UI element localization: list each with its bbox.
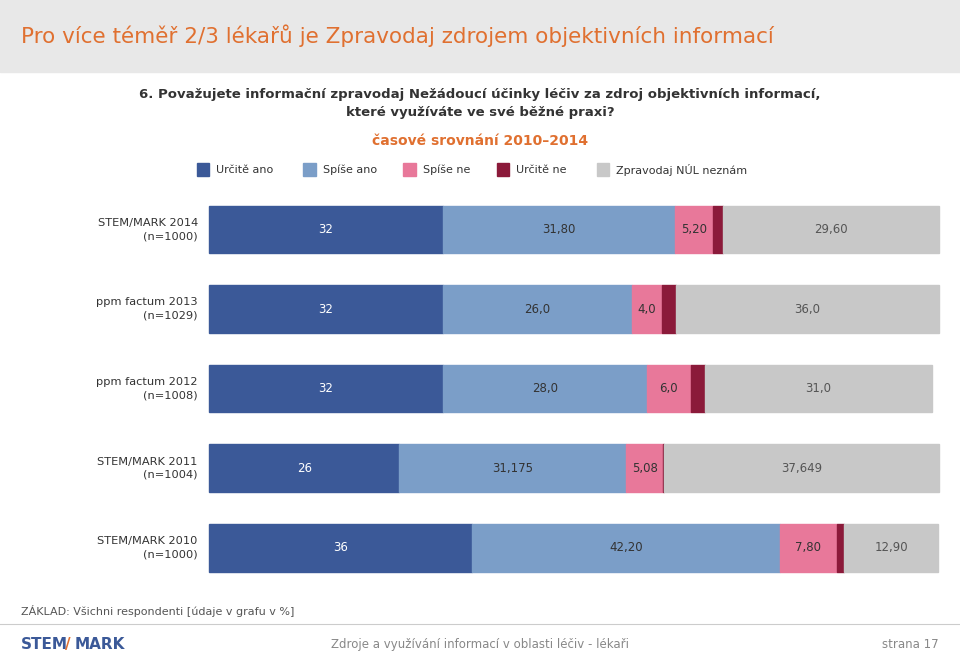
Text: ppm factum 2013
(n=1029): ppm factum 2013 (n=1029) <box>96 298 198 321</box>
Bar <box>664 444 939 492</box>
Text: 36: 36 <box>333 541 348 554</box>
Text: 7,80: 7,80 <box>795 541 822 554</box>
Bar <box>197 163 209 176</box>
Text: STEM/MARK 2014
(n=1000): STEM/MARK 2014 (n=1000) <box>98 218 198 241</box>
Text: Určitě ne: Určitě ne <box>516 165 566 175</box>
Text: 12,90: 12,90 <box>875 541 908 554</box>
Bar <box>403 163 416 176</box>
Bar <box>597 163 610 176</box>
Bar <box>712 206 723 254</box>
Text: 28,0: 28,0 <box>532 382 558 395</box>
Text: 6,0: 6,0 <box>660 382 679 395</box>
Bar <box>706 365 931 412</box>
Text: 4,0: 4,0 <box>637 302 657 316</box>
Text: 29,60: 29,60 <box>814 223 848 236</box>
Bar <box>209 206 443 254</box>
Bar <box>844 523 938 571</box>
Text: Pro více téměř 2/3 lékařů je Zpravodaj zdrojem objektivních informací: Pro více téměř 2/3 lékařů je Zpravodaj z… <box>21 25 774 47</box>
Bar <box>837 523 844 571</box>
Text: 5,20: 5,20 <box>681 223 707 236</box>
Bar <box>209 444 399 492</box>
Bar <box>443 365 647 412</box>
Text: STEM/MARK 2011
(n=1004): STEM/MARK 2011 (n=1004) <box>97 456 198 480</box>
Text: strana 17: strana 17 <box>882 637 939 651</box>
Text: ZÁKLAD: Všichni respondenti [údaje v grafu v %]: ZÁKLAD: Všichni respondenti [údaje v gra… <box>21 605 295 617</box>
Text: 32: 32 <box>319 382 333 395</box>
Bar <box>633 285 661 333</box>
Text: 26,0: 26,0 <box>524 302 551 316</box>
Text: STEM: STEM <box>21 637 68 651</box>
Bar <box>0 0 960 72</box>
Text: Spíše ne: Spíše ne <box>422 165 470 175</box>
Bar <box>497 163 510 176</box>
Text: 31,80: 31,80 <box>542 223 575 236</box>
Bar <box>691 365 706 412</box>
Text: 6. Považujete informační zpravodaj Nežádoucí účinky léčiv za zdroj objektivních : 6. Považujete informační zpravodaj Nežád… <box>139 88 821 119</box>
Text: Určitě ano: Určitě ano <box>216 165 274 175</box>
Text: 42,20: 42,20 <box>609 541 642 554</box>
Text: MARK: MARK <box>75 637 125 651</box>
Bar <box>647 365 691 412</box>
Bar <box>676 285 939 333</box>
Bar <box>303 163 316 176</box>
Text: 26: 26 <box>297 462 312 475</box>
Bar <box>443 285 633 333</box>
Bar <box>209 285 443 333</box>
Bar <box>661 285 676 333</box>
Bar <box>209 523 472 571</box>
Bar <box>675 206 712 254</box>
Bar <box>627 444 663 492</box>
Bar <box>443 206 675 254</box>
Text: /: / <box>65 637 71 651</box>
Bar <box>399 444 627 492</box>
Text: STEM/MARK 2010
(n=1000): STEM/MARK 2010 (n=1000) <box>97 536 198 559</box>
Bar <box>723 206 939 254</box>
Text: Zdroje a využívání informací v oblasti léčiv - lékaři: Zdroje a využívání informací v oblasti l… <box>331 637 629 651</box>
Bar <box>472 523 780 571</box>
Text: 37,649: 37,649 <box>781 462 822 475</box>
Bar <box>780 523 837 571</box>
Bar <box>209 365 443 412</box>
Text: 31,175: 31,175 <box>492 462 533 475</box>
Text: ppm factum 2012
(n=1008): ppm factum 2012 (n=1008) <box>96 377 198 400</box>
Text: časové srovnání 2010–2014: časové srovnání 2010–2014 <box>372 134 588 149</box>
Text: 36,0: 36,0 <box>795 302 821 316</box>
Text: Spíše ano: Spíše ano <box>323 165 376 175</box>
Text: 32: 32 <box>319 302 333 316</box>
Text: 5,08: 5,08 <box>632 462 658 475</box>
Text: 31,0: 31,0 <box>805 382 831 395</box>
Text: 32: 32 <box>319 223 333 236</box>
Text: Zpravodaj NÚL neznám: Zpravodaj NÚL neznám <box>616 164 747 176</box>
